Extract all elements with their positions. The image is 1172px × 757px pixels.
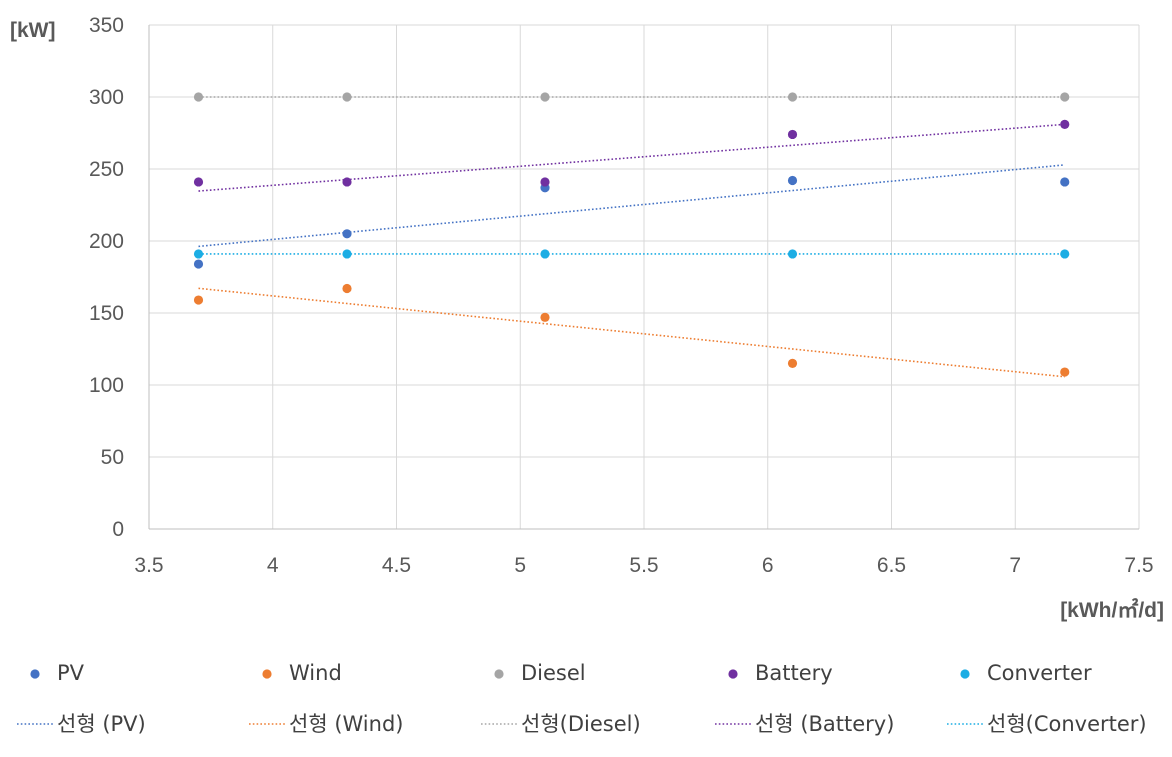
point-diesel: [193, 92, 204, 102]
tick-labels: 0 50 100 150 200 250 300 350 3.5 4 4.5 5 5.5 6 6.5 7 7.5: [89, 14, 1154, 577]
point-battery: [193, 177, 204, 187]
point-converter: [540, 249, 550, 259]
x-tick-label: 5.5: [629, 554, 658, 577]
point-pv: [193, 259, 204, 269]
point-converter: [342, 249, 352, 259]
point-wind: [193, 295, 204, 305]
y-axis-label: [kW]: [10, 19, 56, 42]
x-tick-label: 4: [267, 554, 279, 577]
legend-trend-label-pv: 선형 (PV): [57, 712, 146, 736]
point-diesel: [1060, 92, 1070, 102]
legend-trend-label-diesel: 선형(Diesel): [521, 712, 641, 736]
point-wind: [787, 358, 798, 368]
legend-marker-pv: [30, 669, 40, 679]
legend-label-converter: Converter: [987, 661, 1092, 685]
trendline-battery: [198, 123, 1065, 192]
legend: PV 선형 (PV) Wind 선형 (Wind) Diesel 선형(Diesel) Ba…: [17, 661, 1147, 736]
point-pv: [342, 229, 352, 239]
x-axis-label: [kWh/㎡/d]: [1060, 598, 1164, 622]
gridlines: [149, 24, 1140, 529]
legend-label-diesel: Diesel: [521, 661, 586, 685]
x-tick-label: 6: [762, 554, 774, 577]
legend-trend-label-wind: 선형 (Wind): [289, 712, 403, 736]
y-tick-label: 0: [112, 518, 124, 541]
point-pv: [787, 175, 798, 186]
trendline-wind: [198, 287, 1065, 378]
data-points: [193, 92, 1070, 377]
y-tick-label: 350: [89, 14, 124, 37]
point-diesel: [342, 92, 352, 102]
point-pv: [1060, 177, 1070, 187]
legend-marker-converter: [960, 669, 970, 679]
legend-label-battery: Battery: [755, 661, 833, 685]
legend-trend-label-battery: 선형 (Battery): [755, 712, 894, 736]
point-wind: [1060, 367, 1070, 377]
legend-marker-diesel: [494, 669, 504, 679]
y-tick-label: 300: [89, 86, 124, 109]
x-tick-label: 6.5: [877, 554, 906, 577]
point-diesel: [787, 92, 798, 102]
point-battery: [540, 177, 550, 187]
legend-marker-wind: [262, 669, 272, 679]
point-wind: [342, 283, 352, 294]
x-tick-label: 7: [1009, 554, 1021, 577]
point-battery: [787, 129, 798, 140]
point-battery: [1060, 119, 1070, 129]
y-tick-label: 50: [101, 446, 124, 469]
point-converter: [193, 249, 204, 259]
axes: [148, 25, 1139, 530]
point-wind: [540, 312, 550, 322]
point-battery: [342, 177, 352, 187]
point-converter: [787, 249, 798, 259]
x-tick-label: 3.5: [134, 554, 163, 577]
point-diesel: [540, 92, 550, 102]
legend-label-pv: PV: [57, 661, 85, 685]
y-tick-label: 250: [89, 158, 124, 181]
point-converter: [1060, 249, 1070, 259]
trendlines: [198, 96, 1065, 378]
x-tick-label: 5: [514, 554, 526, 577]
legend-label-wind: Wind: [289, 661, 342, 685]
legend-trend-label-converter: 선형(Converter): [987, 712, 1147, 736]
trendline-pv: [198, 164, 1065, 248]
x-tick-label: 7.5: [1124, 554, 1153, 577]
y-tick-label: 200: [89, 230, 124, 253]
y-tick-label: 100: [89, 374, 124, 397]
y-tick-label: 150: [89, 302, 124, 325]
x-tick-label: 4.5: [382, 554, 411, 577]
legend-marker-battery: [728, 669, 738, 679]
